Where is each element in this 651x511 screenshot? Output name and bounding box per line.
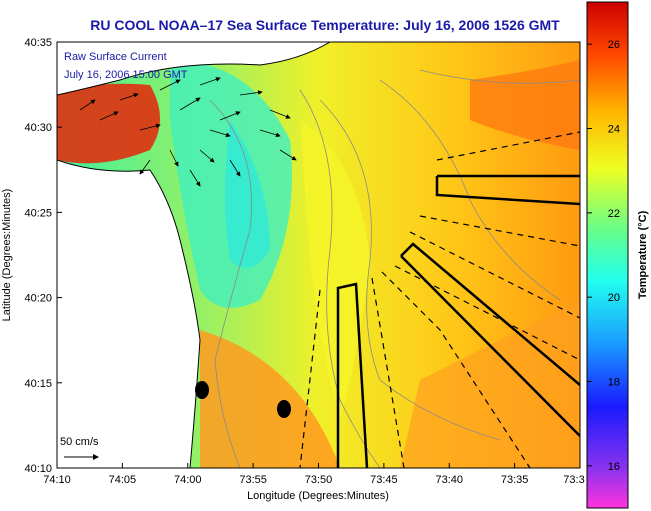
colorbar-label: Temperature (°C) <box>637 210 649 299</box>
y-tick-label: 40:20 <box>24 293 52 305</box>
x-tick-label: 73:35 <box>501 474 529 486</box>
land-mask <box>57 160 200 468</box>
bathymetry-contours <box>209 69 580 468</box>
colorbar-tick-label: 16 <box>608 461 620 473</box>
colorbar-tick-label: 24 <box>608 124 620 136</box>
y-tick-label: 40:25 <box>24 207 52 219</box>
x-tick-label: 74:00 <box>174 474 202 486</box>
current-legend-line2: July 16, 2006 15:00 GMT <box>64 69 188 81</box>
y-tick-label: 40:15 <box>24 378 52 390</box>
x-tick-label: 73:50 <box>305 474 333 486</box>
x-tick-label: 73:40 <box>435 474 463 486</box>
colorbar-tick-label: 20 <box>608 292 620 304</box>
survey-lines <box>299 131 580 468</box>
mooring-marker <box>277 400 291 418</box>
figure-title: RU COOL NOAA–17 Sea Surface Temperature:… <box>90 17 560 33</box>
y-tick-label: 40:35 <box>24 37 52 49</box>
current-legend-line1: Raw Surface Current <box>64 51 167 63</box>
y-axis-label: Latitude (Degrees:Minutes) <box>1 189 13 322</box>
x-tick-label: 73:3 <box>563 474 584 486</box>
surface-current-vectors <box>79 77 297 187</box>
y-axis-ticks: 40:35 40:30 40:25 40:20 40:15 40:10 <box>24 37 62 475</box>
colorbar-tick-label: 22 <box>608 208 620 220</box>
colorbar-ticks: 26 24 22 20 18 16 <box>587 39 620 473</box>
x-axis-label: Longitude (Degrees:Minutes) <box>247 490 389 502</box>
x-tick-label: 73:55 <box>239 474 267 486</box>
colorbar-tick-label: 18 <box>608 377 620 389</box>
sst-field <box>57 42 580 468</box>
colorbar-tick-label: 26 <box>608 39 620 51</box>
x-tick-label: 73:45 <box>370 474 398 486</box>
colorbar <box>586 1 629 509</box>
x-tick-label: 74:05 <box>109 474 137 486</box>
x-axis-ticks: 74:10 74:05 74:00 73:55 73:50 73:45 73:40 73:35… <box>43 463 585 486</box>
y-tick-label: 40:30 <box>24 122 52 134</box>
y-tick-label: 40:10 <box>24 463 52 475</box>
x-tick-label: 74:10 <box>43 474 71 486</box>
mooring-marker <box>195 381 209 399</box>
scale-label: 50 cm/s <box>60 436 99 448</box>
